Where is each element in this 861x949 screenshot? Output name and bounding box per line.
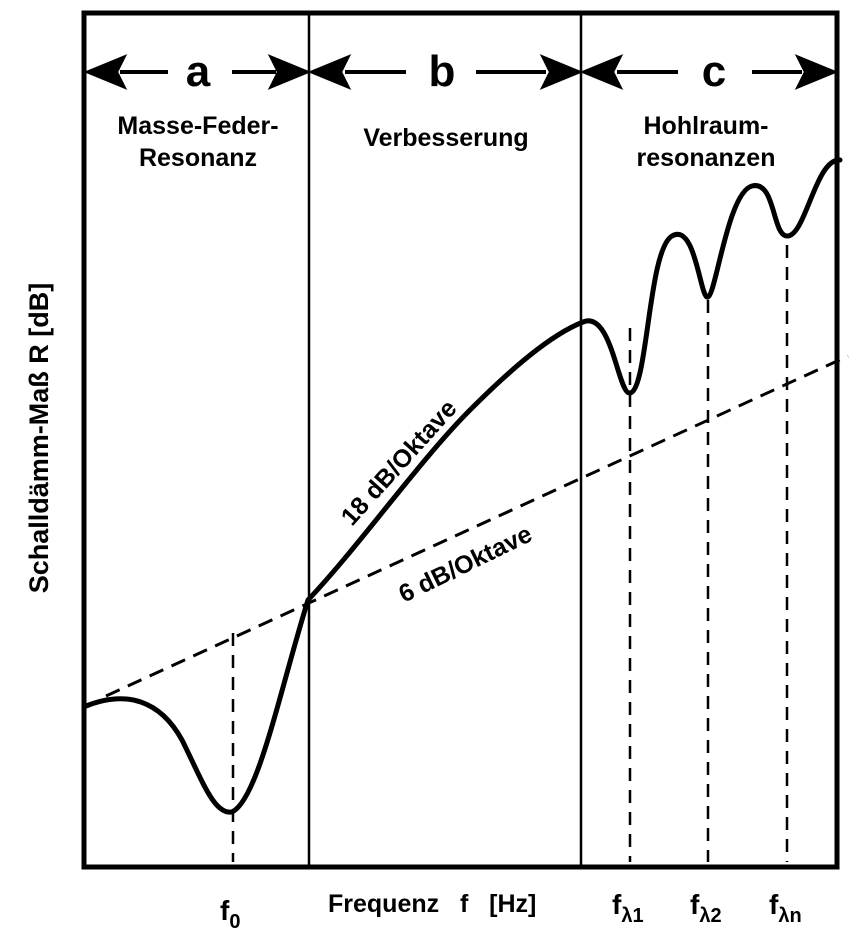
fln-label: fλn bbox=[769, 889, 802, 927]
region-c-letter: c bbox=[702, 47, 726, 96]
slope-label-18db: 18 dB/Oktave bbox=[336, 394, 463, 531]
region-c-arrows bbox=[579, 54, 839, 90]
insulation-curve bbox=[83, 157, 843, 815]
plot-frame bbox=[81, 10, 840, 870]
x-axis-label: Frequenz f [Hz] bbox=[328, 890, 536, 918]
region-a-letter: a bbox=[186, 47, 211, 96]
fl2-label: fλ2 bbox=[690, 889, 722, 927]
region-b-caption-line1: Verbesserung bbox=[363, 124, 528, 152]
fl1-label: fλ1 bbox=[612, 889, 644, 927]
region-b-letter: b bbox=[429, 47, 456, 96]
region-a-caption-line2: Resonanz bbox=[139, 144, 257, 172]
region-c-caption-line2: resonanzen bbox=[637, 144, 776, 172]
slope-label-6db: 6 dB/Oktave bbox=[394, 520, 536, 609]
region-a-arrows bbox=[83, 54, 312, 90]
y-axis-label: Schalldämm-Maß R [dB] bbox=[24, 283, 54, 594]
region-a-caption-line1: Masse-Feder- bbox=[117, 112, 278, 140]
region-b-arrows bbox=[307, 54, 584, 90]
reference-line-6db bbox=[105, 354, 849, 698]
f0-label: f0 bbox=[220, 895, 240, 933]
region-c-caption-line1: Hohlraum- bbox=[644, 112, 769, 140]
